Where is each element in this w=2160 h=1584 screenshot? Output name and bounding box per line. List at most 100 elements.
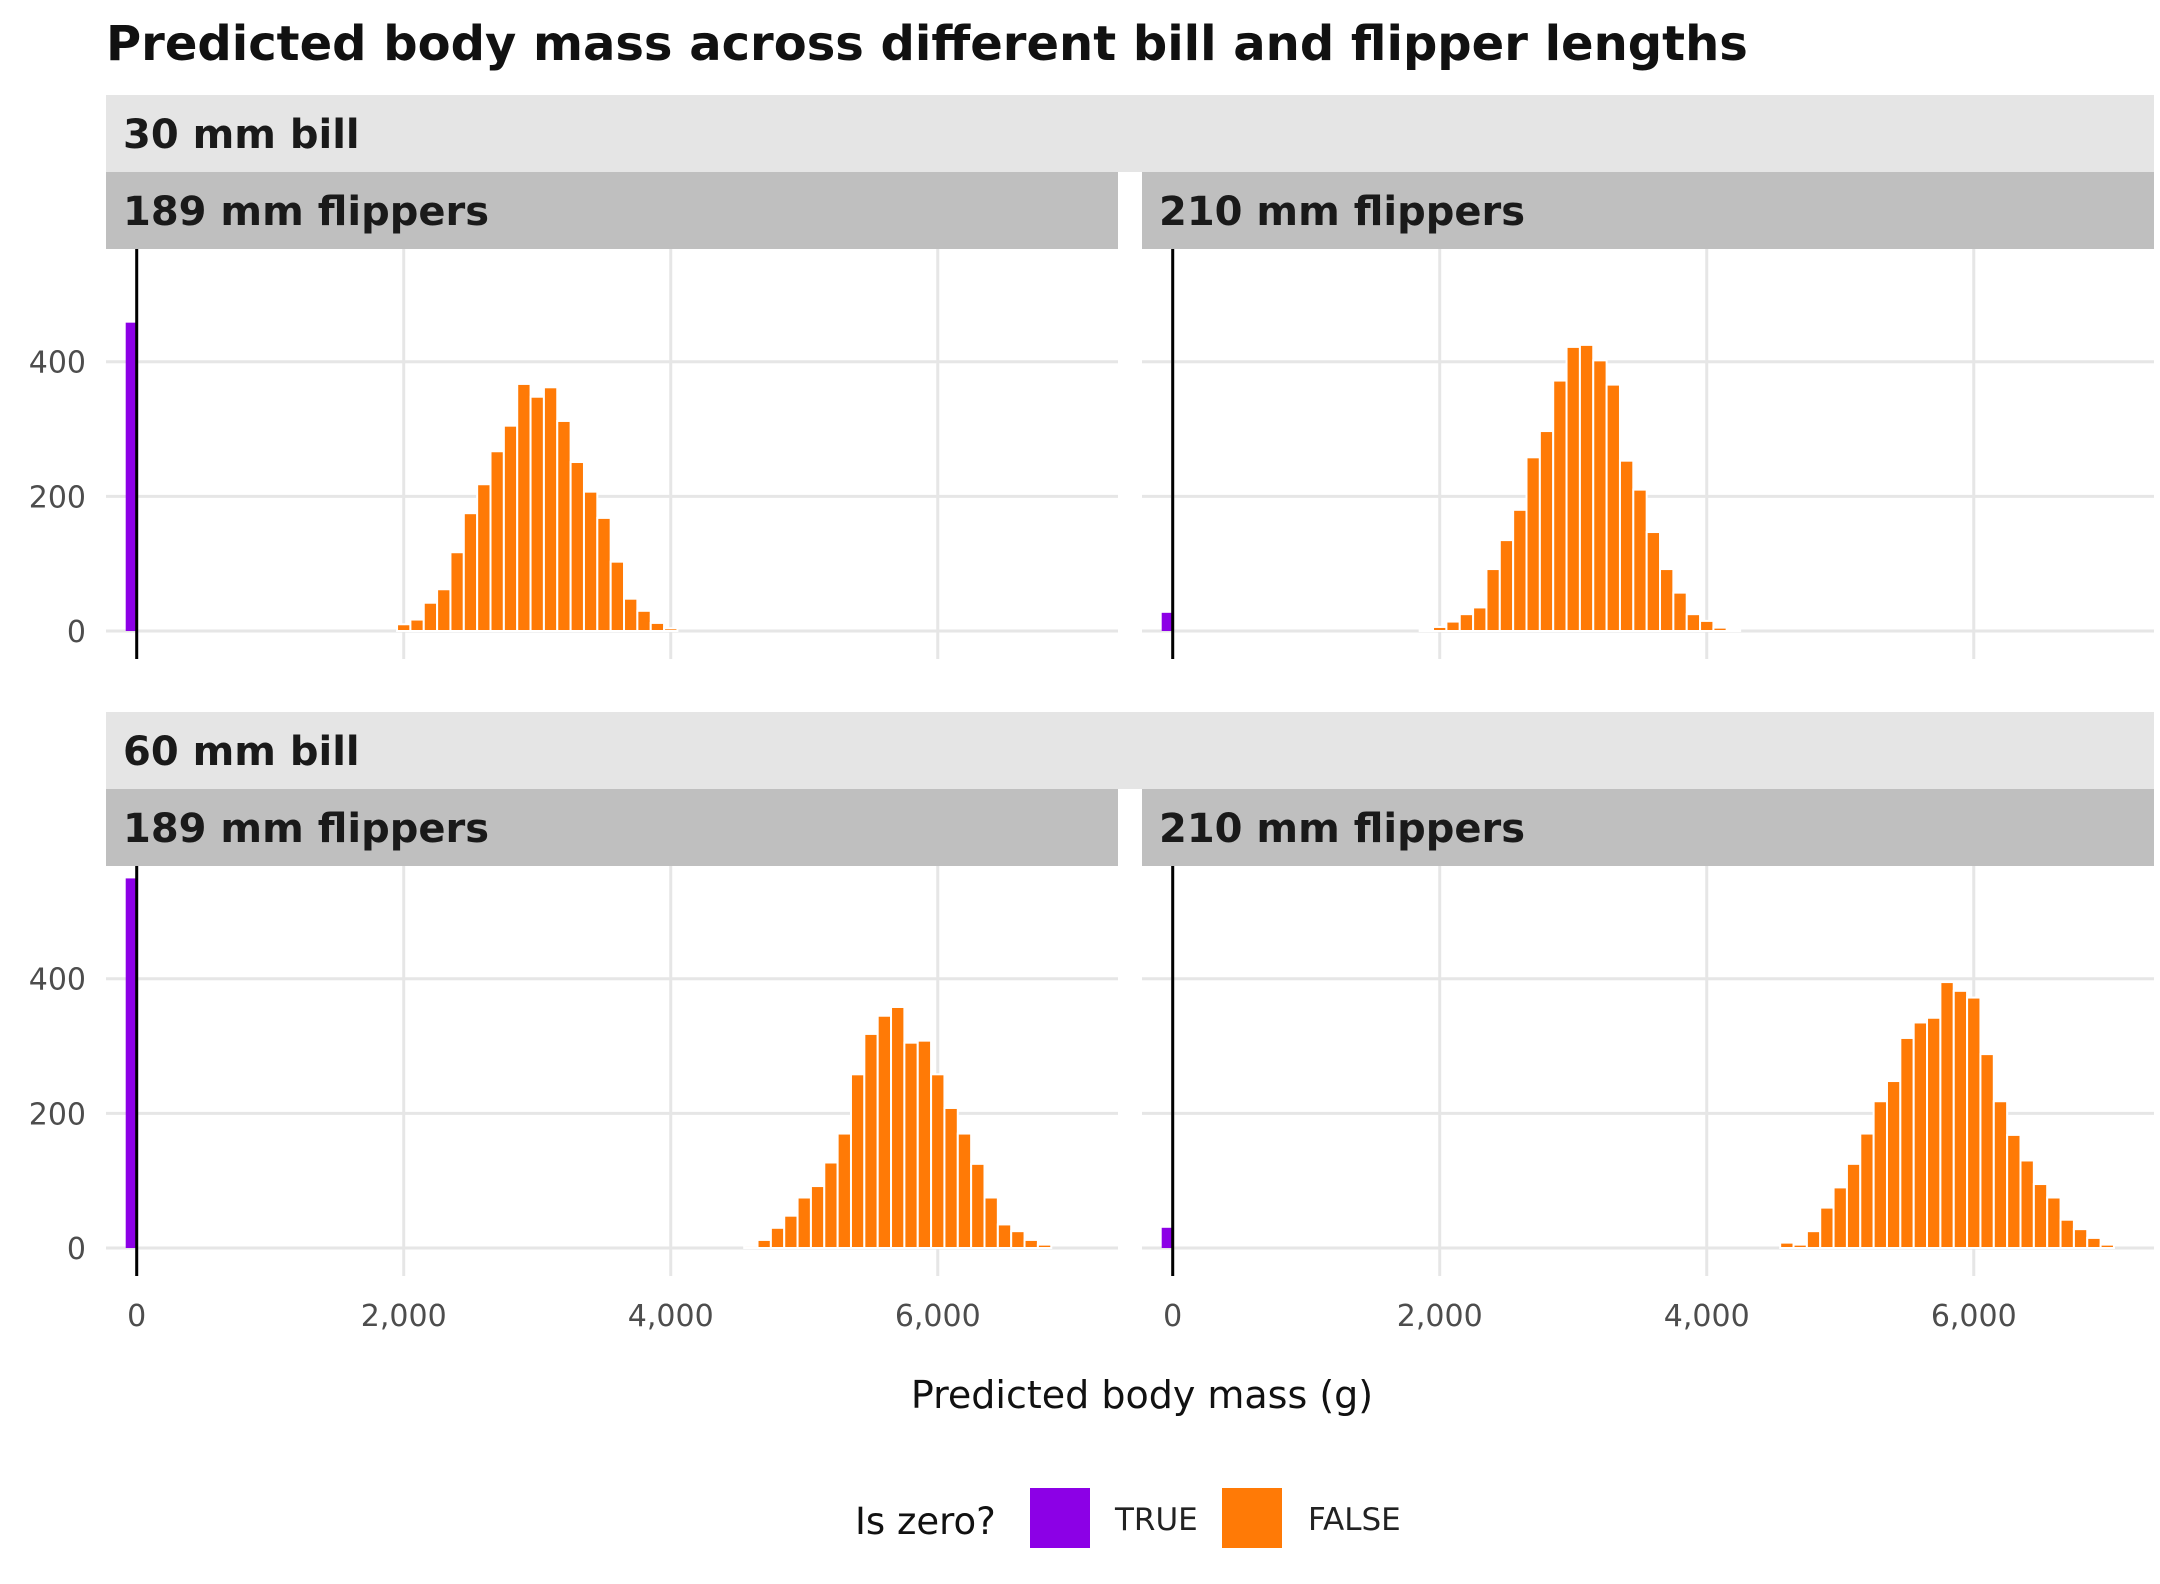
histogram-bar xyxy=(769,1226,786,1250)
x-tick-label: 0 xyxy=(1163,1299,1182,1334)
histogram-bar xyxy=(1632,488,1648,632)
histogram-bar xyxy=(930,1073,946,1249)
x-tick-label: 4,000 xyxy=(628,1299,714,1334)
x-tick-label: 6,000 xyxy=(1931,1299,2017,1334)
strip-flippers xyxy=(1142,789,2154,866)
strip-flippers-label: 189 mm flippers xyxy=(123,806,489,852)
histogram-bar xyxy=(436,588,452,633)
histogram-bar xyxy=(1432,625,1448,632)
histogram-bar xyxy=(529,395,545,632)
histogram-bar xyxy=(809,1185,826,1250)
histogram-bar-zero xyxy=(1161,612,1172,631)
legend-title: Is zero? xyxy=(855,1500,996,1543)
x-tick-label: 2,000 xyxy=(361,1299,447,1334)
histogram-bar xyxy=(1010,1230,1026,1250)
histogram-bar xyxy=(1992,1100,2009,1249)
histogram-bar xyxy=(462,512,479,632)
histogram-bar xyxy=(916,1039,933,1250)
histogram-bar xyxy=(1458,613,1475,632)
histogram-bar xyxy=(956,1132,973,1250)
histogram-bar xyxy=(1538,430,1555,632)
histogram-bar xyxy=(1885,1080,1902,1249)
histogram-bar xyxy=(1565,345,1581,632)
histogram-bar xyxy=(1578,343,1595,632)
legend: Is zero? TRUE FALSE xyxy=(855,1488,1401,1548)
histogram-bar xyxy=(1872,1100,1888,1249)
histogram-bar xyxy=(2019,1159,2035,1250)
histogram-bar xyxy=(1805,1230,1822,1250)
strip-bill-label: 30 mm bill xyxy=(123,112,360,158)
x-tick-label: 4,000 xyxy=(1664,1299,1750,1334)
legend-label-true: TRUE xyxy=(1114,1502,1198,1538)
histogram-bar xyxy=(1023,1238,1039,1249)
legend-swatch-false xyxy=(1222,1488,1282,1548)
histogram-bar xyxy=(1939,981,1955,1250)
strip-bill xyxy=(106,95,2154,172)
strip-flippers-label: 189 mm flippers xyxy=(123,189,489,235)
y-tick-label: 0 xyxy=(67,1232,86,1267)
histogram-bar xyxy=(1605,383,1621,632)
histogram-bar xyxy=(1966,996,1982,1249)
histogram-bar xyxy=(1645,531,1662,632)
histogram-bar xyxy=(836,1132,852,1250)
y-tick-label: 400 xyxy=(29,963,86,998)
strip-bill xyxy=(106,712,2154,789)
histogram-bar xyxy=(1472,606,1488,632)
histogram-bar xyxy=(489,450,505,633)
histogram-bar xyxy=(1792,1243,1808,1249)
histogram-bar xyxy=(1498,539,1515,633)
histogram-bar xyxy=(1912,1021,1929,1249)
y-tick-label: 0 xyxy=(67,615,86,650)
histogram-bar xyxy=(476,483,492,632)
histogram-bar xyxy=(1926,1016,1942,1250)
x-tick-label: 0 xyxy=(127,1299,146,1334)
histogram-bar xyxy=(596,516,612,633)
y-tick-label: 200 xyxy=(29,480,86,515)
histogram-bar xyxy=(1952,989,1969,1249)
histogram-bar xyxy=(556,419,572,633)
histogram-bar xyxy=(849,1073,866,1249)
strip-flippers xyxy=(106,172,1118,249)
histogram-bar xyxy=(1036,1243,1053,1249)
histogram-bar xyxy=(1525,456,1541,632)
histogram-bar xyxy=(1552,379,1568,633)
histogram-bar xyxy=(890,1005,906,1249)
histogram-bar xyxy=(743,1244,759,1249)
histogram-bar xyxy=(796,1196,812,1249)
histogram-bar xyxy=(823,1161,839,1250)
histogram-bar xyxy=(396,623,412,633)
histogram-bar xyxy=(1845,1162,1862,1250)
histogram-bar xyxy=(783,1214,799,1249)
histogram-bar xyxy=(2059,1218,2075,1249)
facet-panel: 0 2,000 4,000 6,000 xyxy=(1142,866,2154,1334)
histogram-bar xyxy=(1899,1036,1915,1250)
strip-flippers xyxy=(1142,172,2154,249)
histogram-bar xyxy=(2046,1196,2062,1249)
histogram-bar xyxy=(1859,1132,1875,1250)
histogram-bar xyxy=(1445,620,1461,633)
histogram-bar xyxy=(609,560,626,633)
histogram-bar xyxy=(502,424,519,632)
histogram-bar xyxy=(582,490,599,633)
histogram-bar xyxy=(2099,1243,2115,1249)
facet-panel: 0 200 400 xyxy=(29,249,1118,659)
histogram-bar-zero xyxy=(125,878,136,1248)
histogram-bar xyxy=(1819,1206,1835,1250)
x-tick-label: 2,000 xyxy=(1397,1299,1483,1334)
histogram-bar xyxy=(1618,459,1635,632)
histogram-bar xyxy=(1779,1241,1795,1249)
histogram-bar xyxy=(1699,619,1715,633)
histogram-bar xyxy=(863,1032,879,1249)
histogram-bar xyxy=(569,461,585,633)
histogram-bar xyxy=(876,1014,893,1250)
facet-panel: 0 200 400 0 2,000 4,000 6,000 xyxy=(29,866,1118,1334)
histogram-bar xyxy=(1832,1186,1848,1250)
chart-title: Predicted body mass across different bil… xyxy=(106,16,1748,72)
histogram-bar xyxy=(1592,359,1608,632)
strip-flippers xyxy=(106,789,1118,866)
histogram-bar xyxy=(996,1223,1013,1249)
histogram-bar xyxy=(2032,1183,2049,1250)
histogram-bar xyxy=(1725,628,1742,632)
histogram-bar xyxy=(1979,1053,1995,1249)
histogram-bar xyxy=(943,1106,959,1249)
